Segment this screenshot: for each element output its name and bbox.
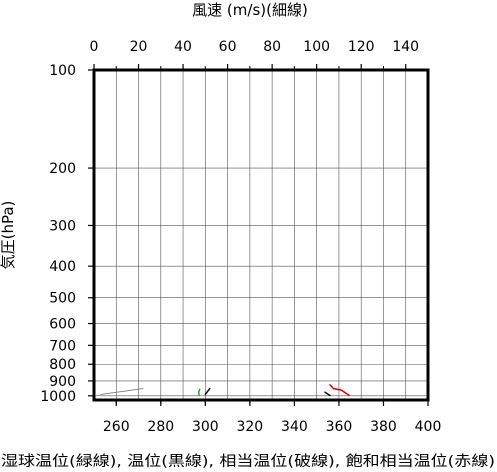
series-group <box>100 384 350 397</box>
left-tick-label: 400 <box>49 259 76 275</box>
left-tick-label: 900 <box>49 374 76 390</box>
tick-marks <box>88 64 429 406</box>
series-theta-line <box>204 387 211 396</box>
left-tick-label: 800 <box>49 357 76 373</box>
bottom-tick-label: 380 <box>370 419 397 435</box>
bottom-tick-label: 400 <box>415 419 442 435</box>
bottom-axis-label: 湿球温位(緑線), 温位(黒線), 相当温位(破線), 飽和相当温位(赤線) <box>1 453 495 470</box>
tick-labels: 260 280 300 320 340 360 380 400 0 20 40 60 80 100 120 1… <box>40 39 441 435</box>
top-tick-label: 0 <box>90 39 99 55</box>
left-tick-label: 300 <box>49 218 76 234</box>
top-tick-label: 60 <box>219 39 237 55</box>
grid-lines <box>94 70 428 400</box>
y-axis-label: 気圧(hPa) <box>0 201 17 270</box>
bottom-tick-label: 260 <box>103 419 130 435</box>
plot-frame <box>92 68 430 402</box>
top-tick-label: 20 <box>130 39 148 55</box>
series-wind-line <box>100 388 144 395</box>
bottom-tick-label: 360 <box>326 419 353 435</box>
left-tick-label: 600 <box>49 317 76 333</box>
top-tick-label: 100 <box>303 39 330 55</box>
left-tick-label: 700 <box>49 338 76 354</box>
series-wetbulb-line <box>197 388 201 396</box>
top-tick-label: 40 <box>174 39 192 55</box>
series-theta_es-line <box>329 384 350 396</box>
top-tick-label: 80 <box>263 39 281 55</box>
bottom-tick-label: 300 <box>192 419 219 435</box>
left-tick-label: 200 <box>49 161 76 177</box>
series-theta_e-line <box>324 391 331 397</box>
left-tick-label: 1000 <box>40 389 76 405</box>
top-tick-label: 120 <box>348 39 375 55</box>
bottom-tick-label: 340 <box>281 419 308 435</box>
left-tick-label: 100 <box>49 63 76 79</box>
top-tick-label: 140 <box>392 39 419 55</box>
left-tick-label: 500 <box>49 291 76 307</box>
top-axis-title: 風速 (m/s)(細線) <box>192 1 308 19</box>
bottom-tick-label: 320 <box>236 419 263 435</box>
bottom-tick-label: 280 <box>147 419 174 435</box>
